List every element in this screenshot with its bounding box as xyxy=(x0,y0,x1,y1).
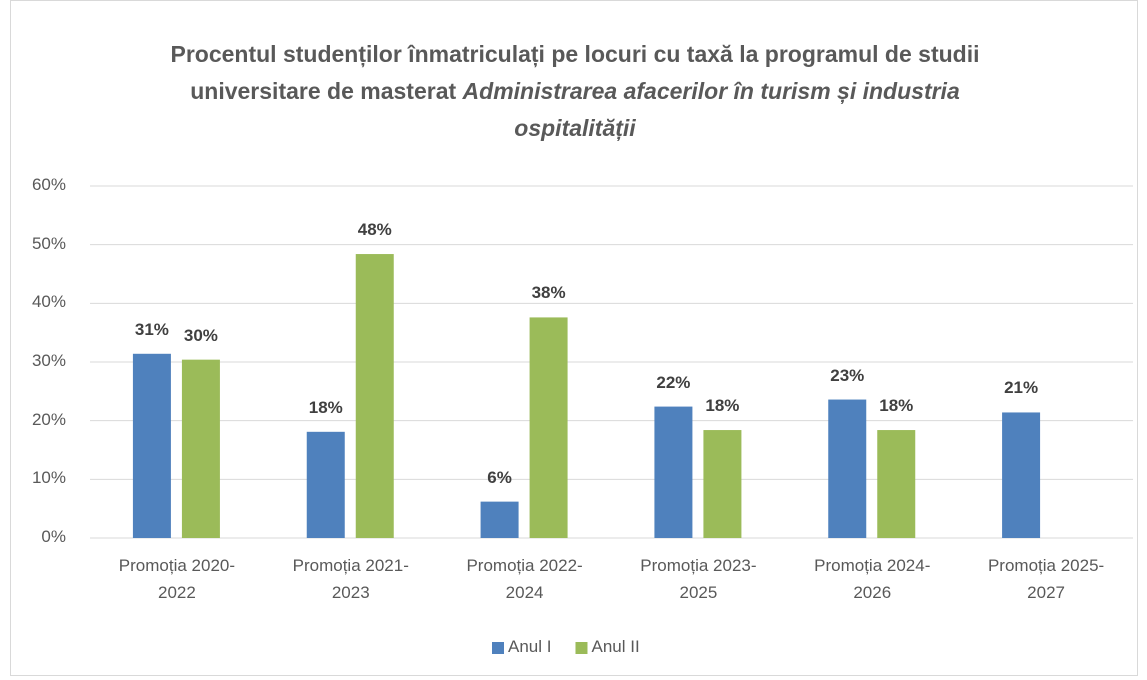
bar xyxy=(654,406,693,538)
chart-title: Procentul studenților înmatriculați pe l… xyxy=(130,36,1020,147)
bar xyxy=(828,399,867,538)
bar xyxy=(355,254,394,538)
bar xyxy=(877,430,916,538)
legend-label: Anul I xyxy=(508,637,552,656)
x-tick-label: Promoția 2023-2025 xyxy=(640,556,757,602)
data-label: 38% xyxy=(531,283,566,303)
y-tick-label: 40% xyxy=(31,292,66,312)
data-label: 23% xyxy=(830,365,865,385)
x-tick-label: Promoția 2024-2026 xyxy=(814,556,931,602)
data-label: 6% xyxy=(487,467,512,487)
x-tick-label: Promoția 2020-2022 xyxy=(118,556,236,602)
x-tick-label: Promoția 2022-2024 xyxy=(466,556,583,602)
data-label: 18% xyxy=(879,396,914,416)
bar xyxy=(480,501,519,538)
chart-frame xyxy=(10,0,1138,676)
data-label: 21% xyxy=(1004,378,1039,398)
bar xyxy=(181,359,220,538)
data-label: 18% xyxy=(705,396,740,416)
bar xyxy=(132,353,171,538)
data-label: 48% xyxy=(357,220,392,240)
bar xyxy=(529,317,568,538)
data-label: 22% xyxy=(656,372,691,392)
y-tick-label: 30% xyxy=(31,351,66,370)
bar xyxy=(703,430,742,538)
y-tick-label: 60% xyxy=(31,175,66,194)
y-tick-label: 50% xyxy=(31,233,66,253)
x-tick-label: Promoția 2025-2027 xyxy=(987,556,1105,602)
title-run: Procentul studenților înmatriculați pe l… xyxy=(170,41,980,104)
data-label: 31% xyxy=(134,319,169,339)
y-tick-label: 20% xyxy=(31,409,66,429)
y-tick-label: 0% xyxy=(41,527,66,546)
legend-swatch xyxy=(575,642,588,654)
data-label: 18% xyxy=(308,397,343,417)
title-run: Administrarea afacerilor în turism și in… xyxy=(462,78,960,141)
bar xyxy=(306,431,345,538)
data-label: 30% xyxy=(183,325,218,345)
x-tick-label: Promoția 2021-2023 xyxy=(292,556,409,602)
bar xyxy=(1002,412,1041,538)
y-tick-label: 10% xyxy=(31,468,66,488)
legend-swatch xyxy=(492,642,504,654)
legend-label: Anul II xyxy=(591,637,640,656)
